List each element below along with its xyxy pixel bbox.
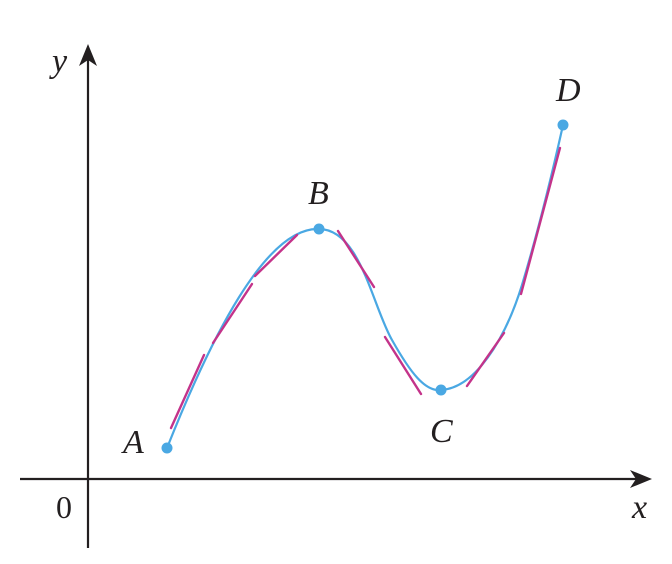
tangent-line bbox=[169, 353, 206, 430]
point-d-dot bbox=[557, 119, 569, 131]
point-b-dot bbox=[313, 223, 325, 235]
tangent-line bbox=[211, 282, 254, 345]
y-axis-arrow-icon bbox=[79, 44, 97, 66]
x-axis-label: x bbox=[631, 489, 647, 526]
point-d-label: D bbox=[555, 72, 581, 109]
tangent-line bbox=[465, 331, 506, 388]
tangent-line bbox=[336, 229, 376, 289]
x-axis-arrow-icon bbox=[630, 470, 652, 488]
function-curve bbox=[165, 124, 565, 449]
tangent-line bbox=[253, 233, 299, 278]
point-b-label: B bbox=[308, 175, 329, 212]
origin-label: 0 bbox=[56, 489, 72, 525]
tangent-line bbox=[383, 335, 423, 396]
point-c-dot bbox=[435, 384, 447, 396]
point-c-label: C bbox=[430, 413, 453, 450]
point-a-dot bbox=[161, 442, 173, 454]
point-a-label: A bbox=[121, 424, 144, 461]
y-axis-label: y bbox=[49, 43, 68, 80]
tangent-line bbox=[519, 146, 562, 296]
